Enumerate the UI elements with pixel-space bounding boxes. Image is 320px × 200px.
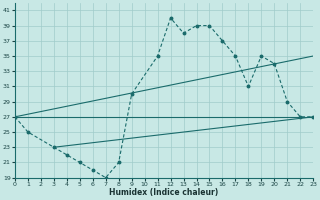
X-axis label: Humidex (Indice chaleur): Humidex (Indice chaleur): [109, 188, 219, 197]
